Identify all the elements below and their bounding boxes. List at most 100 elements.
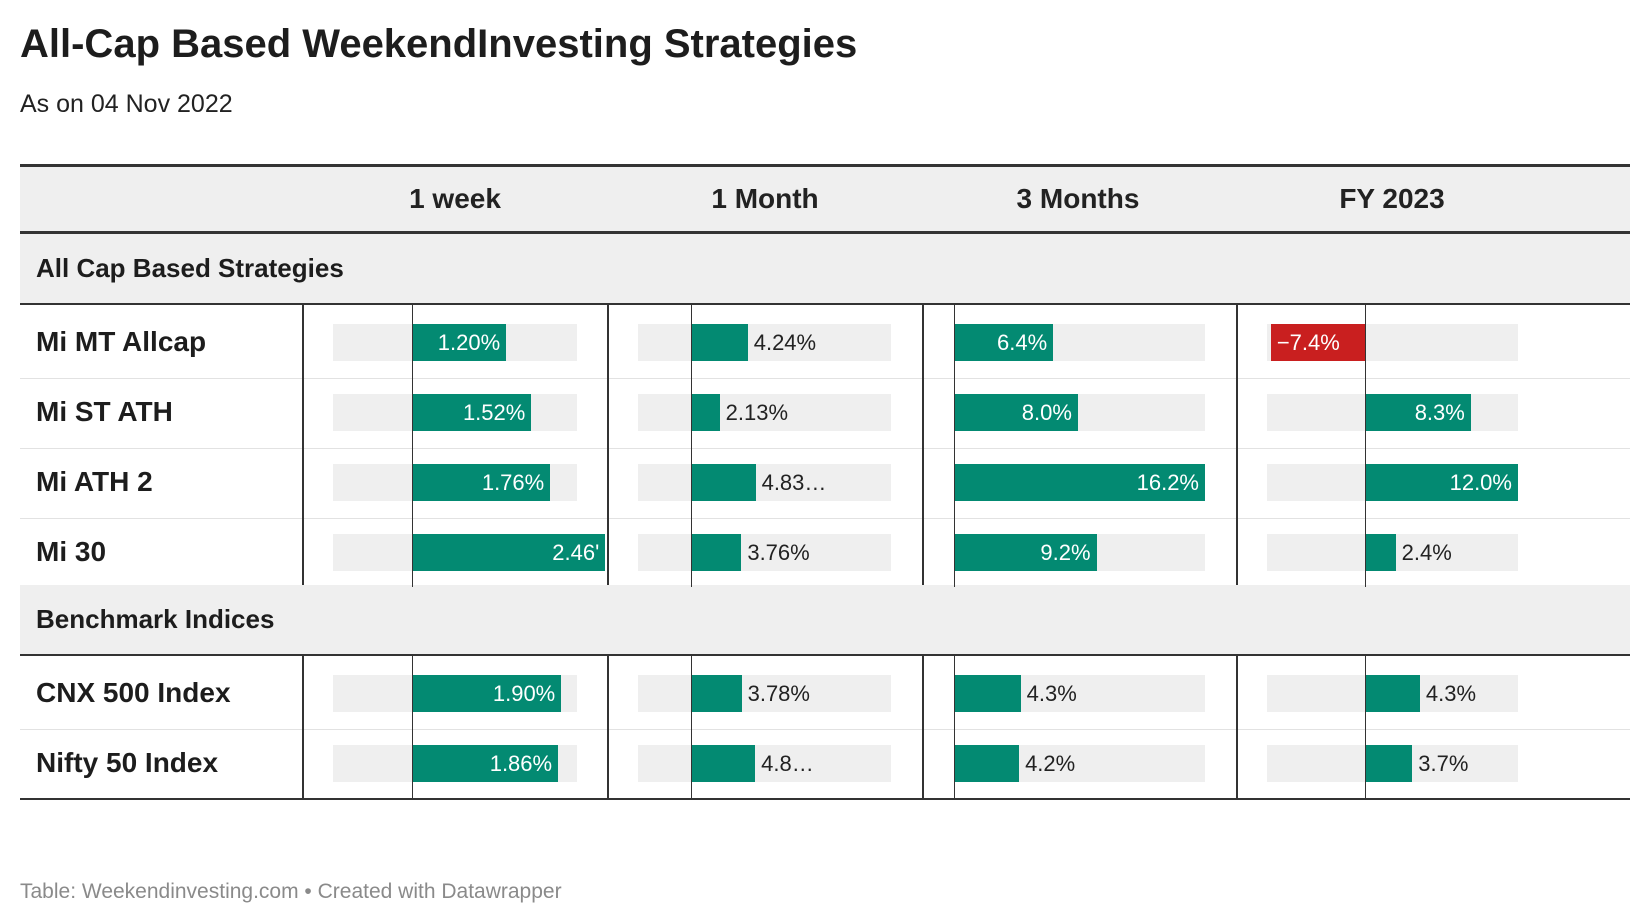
bar-3-months (954, 534, 1097, 571)
bar-1-month (691, 675, 742, 712)
chart-title: All-Cap Based WeekendInvesting Strategie… (20, 22, 858, 66)
value-label: 1.20% (437, 330, 501, 355)
value-label: 2.4% (1401, 540, 1452, 565)
bar-3-months (954, 324, 1054, 361)
bar-track (638, 324, 891, 361)
zero-line (1365, 305, 1366, 378)
column-divider (302, 726, 304, 798)
group-row-benchmark-indices: Benchmark Indices (20, 585, 1630, 656)
zero-line (412, 515, 413, 587)
bar-1-month (691, 394, 720, 431)
column-divider (302, 305, 304, 378)
bar-track (638, 675, 891, 712)
value-label: 3.76% (747, 540, 810, 565)
column-divider (302, 375, 304, 448)
row-label: Mi ATH 2 (36, 466, 153, 497)
bar-1-month (691, 745, 756, 782)
zero-line (954, 515, 955, 587)
zero-line (691, 656, 692, 729)
table-row: CNX 500 Index 1.90% 3.78% 4.3% 4.3% (20, 656, 1630, 730)
zero-line (691, 515, 692, 587)
value-label: 16.2% (1136, 470, 1199, 495)
column-divider (607, 515, 609, 587)
bar-1-week (411, 324, 507, 361)
value-label: 1.90% (492, 681, 556, 706)
zero-line (691, 726, 692, 798)
row-label: Nifty 50 Index (36, 747, 219, 778)
column-divider (607, 305, 609, 378)
row-label: Mi ST ATH (36, 396, 173, 427)
chart-subtitle: As on 04 Nov 2022 (20, 90, 233, 118)
table-row: Mi MT Allcap 1.20% 4.24% 6.4% −7.4% (20, 305, 1630, 379)
bar-fy-2023 (1365, 394, 1471, 431)
value-label: 4.3% (1425, 681, 1477, 706)
value-label: 12.0% (1449, 470, 1512, 495)
column-divider (1236, 726, 1238, 798)
row-label: Mi 30 (36, 536, 107, 567)
value-label: 4.24% (753, 330, 817, 355)
column-header-fy-2023: FY 2023 (1339, 183, 1445, 214)
zero-line (1365, 445, 1366, 518)
zero-line (1365, 515, 1366, 587)
bar-fy-2023 (1365, 464, 1518, 501)
bar-1-month (691, 324, 748, 361)
zero-line (691, 445, 692, 518)
bar-3-months (954, 394, 1078, 431)
value-label: 8.3% (1414, 400, 1465, 425)
value-label: 3.7% (1418, 751, 1469, 776)
value-label: 2.46' (552, 540, 600, 565)
bar-track (638, 534, 891, 571)
zero-line (691, 305, 692, 378)
bar-1-week (411, 534, 606, 571)
column-divider (1236, 305, 1238, 378)
bar-1-week (411, 745, 559, 782)
zero-line (691, 375, 692, 448)
group-row-all-cap-based-strategies: All Cap Based Strategies (20, 234, 1630, 305)
group-label: All Cap Based Strategies (36, 253, 344, 283)
column-divider (1236, 515, 1238, 587)
zero-line (412, 726, 413, 798)
column-divider (607, 656, 609, 729)
column-divider (922, 726, 924, 798)
bar-fy-2023 (1270, 324, 1366, 361)
value-label: 4.2% (1025, 751, 1076, 776)
table-header: 1 week 1 Month 3 Months FY 2023 (20, 164, 1630, 234)
bar-1-week (411, 394, 532, 431)
bar-1-week (411, 464, 551, 501)
row-label: CNX 500 Index (36, 677, 231, 708)
column-divider (922, 445, 924, 518)
zero-line (412, 445, 413, 518)
value-label: 4.8… (761, 751, 814, 776)
zero-line (954, 726, 955, 798)
bar-3-months (954, 675, 1021, 712)
value-label: 8.0% (1021, 400, 1072, 425)
bar-fy-2023 (1365, 675, 1420, 712)
column-divider (607, 375, 609, 448)
column-divider (607, 726, 609, 798)
column-divider (607, 445, 609, 518)
table-row: Mi 30 2.46' 3.76% 9.2% 2.4% (20, 515, 1630, 589)
row-label: Mi MT Allcap (36, 326, 207, 357)
bar-1-month (691, 534, 742, 571)
column-divider (1236, 375, 1238, 448)
value-label: 1.86% (489, 751, 553, 776)
zero-line (954, 656, 955, 729)
zero-line (412, 305, 413, 378)
column-header-3-months: 3 Months (1016, 183, 1140, 214)
value-label: 1.76% (481, 470, 545, 495)
zero-line (954, 375, 955, 448)
bar-track (638, 745, 891, 782)
value-label: −7.4% (1276, 330, 1340, 355)
zero-line (1365, 726, 1366, 798)
column-divider (922, 375, 924, 448)
column-divider (1236, 445, 1238, 518)
column-divider (922, 656, 924, 729)
table-row: Nifty 50 Index 1.86% 4.8… 4.2% 3.7% (20, 726, 1630, 800)
group-label: Benchmark Indices (36, 604, 275, 634)
column-divider (922, 515, 924, 587)
value-label: 2.13% (725, 400, 789, 425)
value-label: 1.52% (462, 400, 526, 425)
bar-3-months (954, 464, 1205, 501)
column-divider (302, 445, 304, 518)
bar-1-week (411, 675, 562, 712)
